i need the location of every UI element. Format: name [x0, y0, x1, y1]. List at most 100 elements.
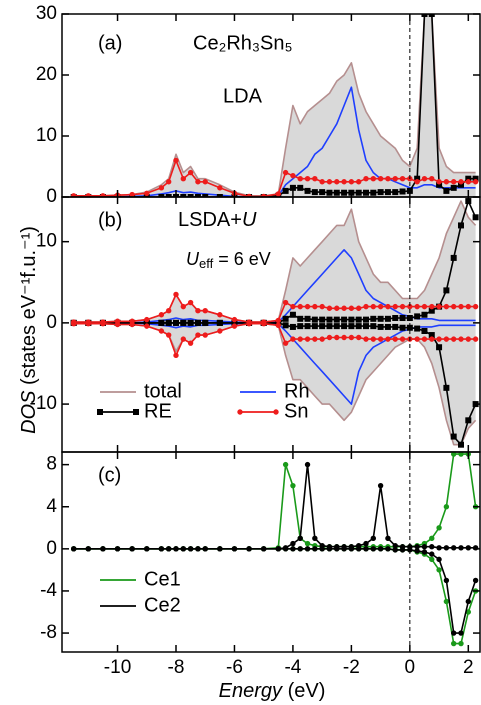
- marker: [363, 540, 369, 547]
- marker: [129, 546, 135, 552]
- panel-frame: [61, 451, 481, 653]
- marker: [472, 214, 479, 221]
- y-tick-label: 10: [36, 125, 57, 146]
- marker: [399, 176, 406, 182]
- marker: [158, 185, 165, 191]
- marker: [231, 316, 238, 323]
- marker: [195, 307, 201, 314]
- marker: [187, 546, 194, 552]
- marker: [465, 598, 472, 605]
- marker: [414, 325, 421, 332]
- x-tick-label: -10: [104, 657, 131, 678]
- marker: [158, 319, 165, 326]
- marker: [297, 323, 304, 330]
- marker: [260, 546, 267, 552]
- marker: [334, 179, 340, 185]
- marker: [216, 319, 223, 326]
- x-tick-label: -8: [168, 657, 185, 678]
- y-tick-label: -10: [30, 393, 57, 414]
- dos-line: [73, 249, 476, 324]
- marker: [348, 323, 355, 330]
- marker: [341, 305, 347, 311]
- marker: [429, 551, 435, 557]
- marker: [465, 336, 472, 342]
- marker: [414, 179, 420, 185]
- marker: [384, 189, 391, 196]
- marker: [180, 546, 187, 552]
- marker: [385, 303, 391, 310]
- dos-line: [73, 322, 477, 446]
- marker: [289, 311, 296, 318]
- marker: [195, 332, 201, 338]
- dos-line: [73, 322, 477, 446]
- marker: [326, 189, 333, 196]
- marker: [465, 545, 472, 551]
- marker: [355, 316, 362, 323]
- plot-area: [70, 14, 479, 197]
- marker: [450, 433, 457, 440]
- marker: [443, 598, 450, 605]
- marker: [370, 535, 377, 542]
- marker: [165, 179, 172, 185]
- y-tick-label: 0: [46, 186, 57, 207]
- x-tick-label: -6: [226, 657, 243, 678]
- u-text: = 6 eV: [213, 249, 271, 269]
- marker: [144, 190, 150, 197]
- marker: [436, 545, 442, 551]
- legend-label: Ce2: [144, 594, 181, 616]
- y-tick-label: 4: [46, 496, 57, 517]
- marker: [282, 187, 289, 194]
- marker: [341, 334, 347, 341]
- marker: [187, 169, 194, 176]
- marker: [289, 323, 296, 330]
- marker: [180, 336, 187, 342]
- plot-area: [70, 198, 479, 448]
- marker: [436, 556, 442, 563]
- legend-label: RE: [144, 400, 172, 422]
- marker: [165, 307, 172, 314]
- x-tick-label: -2: [343, 657, 360, 678]
- marker: [97, 409, 103, 415]
- x-tick-label: 0: [405, 657, 416, 678]
- marker: [465, 179, 472, 185]
- marker: [114, 321, 121, 328]
- marker: [392, 189, 399, 196]
- marker: [326, 179, 333, 185]
- dos-line: [73, 463, 476, 550]
- marker: [195, 546, 201, 552]
- marker: [319, 336, 325, 342]
- marker: [436, 303, 442, 310]
- marker: [399, 547, 406, 553]
- marker: [180, 194, 187, 197]
- marker: [421, 14, 428, 17]
- marker: [370, 189, 377, 196]
- marker: [458, 441, 464, 448]
- marker: [217, 328, 223, 334]
- marker: [297, 315, 304, 322]
- marker: [165, 546, 172, 552]
- marker: [304, 323, 311, 330]
- marker: [158, 194, 165, 197]
- y-tick-label: 10: [36, 231, 57, 252]
- marker: [282, 461, 289, 468]
- marker: [377, 315, 384, 322]
- method-label: LSDA+U: [178, 209, 257, 231]
- dos-line: [73, 86, 476, 197]
- marker: [385, 546, 391, 552]
- dos-line: [73, 322, 476, 405]
- marker: [421, 176, 428, 182]
- panel-label: (c): [98, 464, 121, 486]
- marker: [443, 545, 450, 551]
- marker: [341, 546, 347, 552]
- marker: [348, 334, 355, 341]
- marker: [465, 303, 472, 310]
- marker: [341, 323, 348, 330]
- marker: [334, 305, 340, 311]
- panel-label: (b): [98, 209, 122, 231]
- u-symbol: U: [186, 249, 200, 269]
- marker: [348, 179, 355, 185]
- marker: [180, 319, 187, 326]
- marker: [158, 546, 165, 552]
- marker: [370, 336, 377, 342]
- marker: [341, 179, 347, 185]
